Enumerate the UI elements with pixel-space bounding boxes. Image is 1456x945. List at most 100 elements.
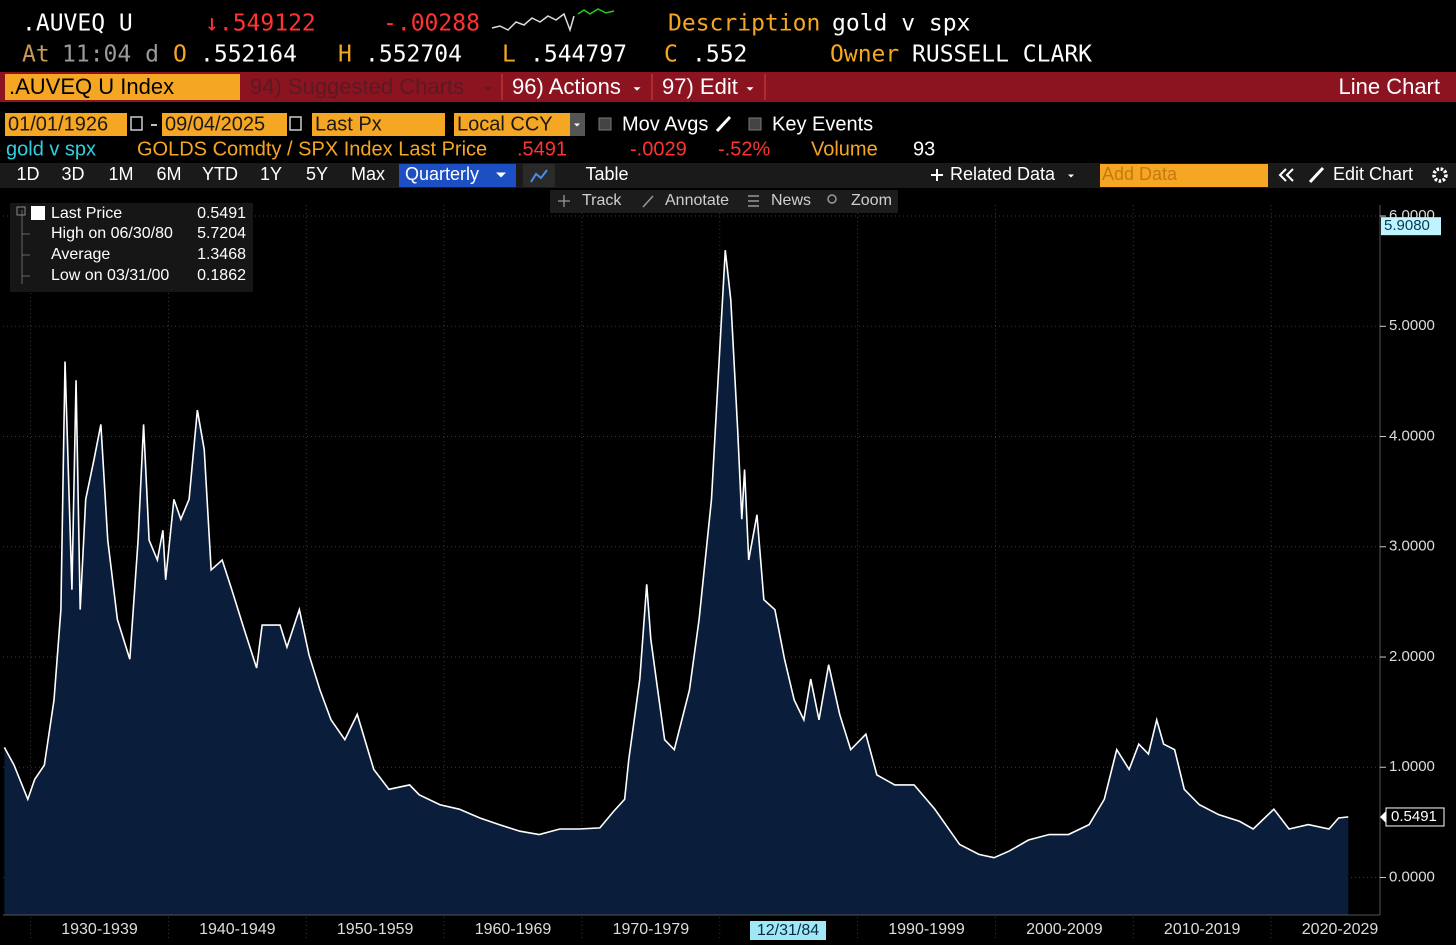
tool-button[interactable]: Zoom: [851, 192, 892, 209]
price-line: [3, 250, 1349, 859]
chart-type: Line Chart: [1338, 74, 1440, 99]
owner-label: Owner: [830, 42, 899, 68]
x-tick-label: 1930-1939: [61, 921, 138, 938]
cursor-date-box: [750, 921, 826, 940]
y-tick-label: 1.0000: [1389, 758, 1435, 775]
legend-box: [10, 203, 253, 292]
legend-label: Average: [51, 246, 110, 263]
gear-icon: [1432, 167, 1448, 183]
edit-chart[interactable]: Edit Chart: [1333, 164, 1413, 184]
period-button[interactable]: 1M: [108, 164, 133, 184]
high-label: H: [338, 42, 352, 68]
annotate-icon: [642, 195, 654, 208]
series-security: GOLDS Comdty / SPX Index Last Price: [137, 138, 487, 160]
plus-icon: [931, 169, 943, 181]
period-button[interactable]: 5Y: [306, 164, 328, 184]
x-tick-label: 2000-2009: [1026, 921, 1103, 938]
x-tick-label: 1990-1999: [888, 921, 965, 938]
track-icon: [558, 195, 570, 207]
period-button[interactable]: 6M: [156, 164, 181, 184]
security-field: .AUVEQ U Index: [9, 74, 174, 99]
news-icon: [748, 195, 759, 207]
end-date[interactable]: [162, 113, 287, 136]
related-data[interactable]: Related Data: [950, 164, 1056, 184]
key-events: Key Events: [772, 113, 873, 135]
series-pct-change: -.52%: [718, 138, 770, 160]
calendar-icon: [130, 116, 143, 131]
add-data-placeholder: Add Data: [1102, 164, 1178, 184]
x-tick-label: 2010-2019: [1164, 921, 1241, 938]
x-tick-label: 1970-1979: [613, 921, 690, 938]
legend-value: 5.7204: [197, 225, 246, 242]
open-label: O: [173, 42, 187, 68]
x-tick-label: 1950-1959: [337, 921, 414, 938]
dropdown-arrow: [574, 123, 580, 127]
description-label: Description: [668, 11, 820, 37]
ticker: .AUVEQ U: [22, 11, 133, 37]
frequency-button[interactable]: [399, 164, 516, 187]
start-date[interactable]: [5, 113, 127, 136]
y-tick-label: 0.0000: [1389, 868, 1435, 885]
pencil-icon: [715, 115, 732, 133]
dropdown-arrow: [746, 87, 754, 91]
legend-value: 0.1862: [197, 267, 246, 284]
start-date-text: 01/01/1926: [8, 113, 108, 135]
end-date-text: 09/04/2025: [165, 113, 265, 135]
legend-label: Last Price: [51, 205, 122, 222]
tool-button[interactable]: News: [771, 192, 811, 209]
legend-swatch: [31, 206, 45, 220]
period-button[interactable]: 1Y: [260, 164, 282, 184]
tool-button[interactable]: Track: [582, 192, 622, 209]
field[interactable]: [312, 113, 445, 136]
dropdown-arrow: [496, 172, 506, 178]
sparkline-tail: [577, 8, 615, 15]
legend-collapse: [16, 206, 26, 216]
period-button[interactable]: Max: [351, 164, 385, 184]
tool-button[interactable]: Annotate: [665, 192, 729, 209]
open-value: .552164: [200, 42, 297, 68]
zoom-icon: [827, 194, 837, 204]
frequency-text: Quarterly: [405, 164, 479, 184]
cursor-value-label: 5.9080: [1384, 217, 1430, 234]
area-fill: [4, 250, 1349, 916]
dropdown-arrow: [1068, 174, 1074, 178]
legend-tree: [21, 210, 30, 284]
series-change: -.0029: [630, 138, 687, 160]
dropdown-arrow: [633, 87, 641, 91]
dropdown-arrow: [484, 87, 492, 91]
calendar-icon: [289, 116, 302, 131]
legend-label: High on 06/30/80: [51, 225, 173, 242]
last-value-label: 0.5491: [1391, 808, 1437, 825]
cursor-date-label: 12/31/84: [757, 922, 819, 939]
series-name: gold v spx: [6, 138, 96, 160]
checkbox[interactable]: [598, 117, 612, 131]
currency[interactable]: [454, 113, 570, 136]
period-button[interactable]: 3D: [61, 164, 84, 184]
y-tick-label: 5.0000: [1389, 317, 1435, 334]
low-label: L: [502, 42, 516, 68]
tools-strip: [550, 190, 898, 213]
currency-text: Local CCY: [457, 113, 553, 135]
checkbox[interactable]: [748, 117, 762, 131]
add-data-box[interactable]: [1100, 164, 1268, 187]
y-tick-label: 2.0000: [1389, 648, 1435, 665]
legend-value: 1.3468: [197, 246, 246, 263]
volume: 93: [913, 138, 935, 160]
table-button[interactable]: Table: [585, 164, 628, 184]
chart-style-icon: [530, 169, 548, 183]
x-tick-label: 2020-2029: [1302, 921, 1379, 938]
period-button[interactable]: 1D: [16, 164, 39, 184]
x-tick-label: 1960-1969: [475, 921, 552, 938]
high-value: .552704: [365, 42, 462, 68]
x-tick-label: 1940-1949: [199, 921, 276, 938]
owner: RUSSELL CLARK: [912, 42, 1092, 68]
actions-menu[interactable]: 96) Actions: [512, 74, 621, 99]
period-button[interactable]: YTD: [202, 164, 238, 184]
y-tick-label: 3.0000: [1389, 538, 1435, 555]
field-text: Last Px: [315, 113, 382, 135]
security-box[interactable]: [5, 74, 240, 100]
last-price: ↓.549122: [205, 11, 316, 37]
series-last: .5491: [517, 138, 567, 160]
